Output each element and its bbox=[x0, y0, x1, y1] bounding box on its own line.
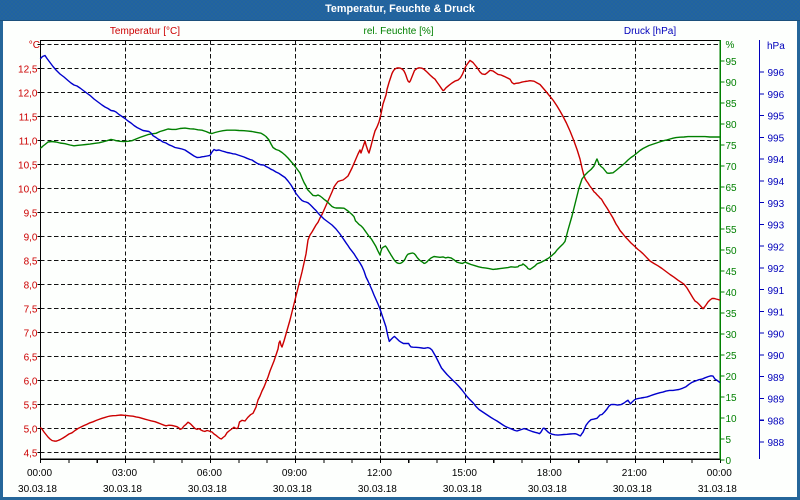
svg-text:992: 992 bbox=[768, 264, 785, 275]
svg-text:10,0: 10,0 bbox=[18, 185, 38, 196]
svg-text:990: 990 bbox=[768, 329, 785, 340]
svg-text:989: 989 bbox=[768, 395, 785, 406]
svg-text:30.03.18: 30.03.18 bbox=[188, 484, 227, 495]
svg-text:9,5: 9,5 bbox=[24, 209, 38, 220]
svg-text:50: 50 bbox=[726, 246, 738, 257]
svg-text:18:00: 18:00 bbox=[537, 468, 562, 479]
svg-text:6,0: 6,0 bbox=[24, 377, 38, 388]
svg-text:996: 996 bbox=[768, 68, 785, 79]
svg-text:30.03.18: 30.03.18 bbox=[613, 484, 652, 495]
svg-text:994: 994 bbox=[768, 155, 785, 166]
svg-text:12,0: 12,0 bbox=[18, 89, 38, 100]
svg-text:996: 996 bbox=[768, 90, 785, 101]
svg-text:%: % bbox=[726, 40, 735, 51]
svg-text:55: 55 bbox=[726, 225, 738, 236]
svg-text:31.03.18: 31.03.18 bbox=[698, 484, 737, 495]
svg-text:12,5: 12,5 bbox=[18, 65, 38, 76]
svg-text:30.03.18: 30.03.18 bbox=[358, 484, 397, 495]
svg-text:90: 90 bbox=[726, 78, 738, 89]
svg-text:Temperatur [°C]: Temperatur [°C] bbox=[110, 26, 180, 37]
svg-text:60: 60 bbox=[726, 204, 738, 215]
svg-text:12:00: 12:00 bbox=[367, 468, 392, 479]
svg-text:40: 40 bbox=[726, 288, 738, 299]
svg-text:7,0: 7,0 bbox=[24, 329, 38, 340]
svg-text:35: 35 bbox=[726, 309, 738, 320]
svg-text:°C: °C bbox=[29, 40, 40, 51]
svg-text:995: 995 bbox=[768, 134, 785, 145]
svg-text:65: 65 bbox=[726, 183, 738, 194]
svg-text:30: 30 bbox=[726, 330, 738, 341]
svg-text:9,0: 9,0 bbox=[24, 233, 38, 244]
svg-text:989: 989 bbox=[768, 373, 785, 384]
svg-text:70: 70 bbox=[726, 162, 738, 173]
svg-text:45: 45 bbox=[726, 267, 738, 278]
svg-text:988: 988 bbox=[768, 416, 785, 427]
svg-text:95: 95 bbox=[726, 57, 738, 68]
svg-text:988: 988 bbox=[768, 438, 785, 449]
svg-text:0: 0 bbox=[726, 456, 732, 467]
svg-text:991: 991 bbox=[768, 308, 785, 319]
svg-text:80: 80 bbox=[726, 120, 738, 131]
svg-text:20: 20 bbox=[726, 372, 738, 383]
svg-text:21:00: 21:00 bbox=[622, 468, 647, 479]
svg-text:30.03.18: 30.03.18 bbox=[528, 484, 567, 495]
svg-text:15:00: 15:00 bbox=[452, 468, 477, 479]
svg-text:rel. Feuchte [%]: rel. Feuchte [%] bbox=[363, 26, 433, 37]
svg-text:00:00: 00:00 bbox=[707, 468, 732, 479]
svg-text:993: 993 bbox=[768, 199, 785, 210]
svg-text:995: 995 bbox=[768, 112, 785, 123]
svg-text:5,5: 5,5 bbox=[24, 401, 38, 412]
svg-text:5: 5 bbox=[726, 435, 732, 446]
svg-text:8,5: 8,5 bbox=[24, 257, 38, 268]
svg-text:85: 85 bbox=[726, 99, 738, 110]
svg-text:5,0: 5,0 bbox=[24, 425, 38, 436]
svg-text:993: 993 bbox=[768, 221, 785, 232]
svg-text:8,0: 8,0 bbox=[24, 281, 38, 292]
svg-text:30.03.18: 30.03.18 bbox=[18, 484, 57, 495]
svg-text:992: 992 bbox=[768, 242, 785, 253]
svg-text:30.03.18: 30.03.18 bbox=[103, 484, 142, 495]
svg-text:06:00: 06:00 bbox=[197, 468, 222, 479]
svg-text:6,5: 6,5 bbox=[24, 353, 38, 364]
svg-text:Druck [hPa]: Druck [hPa] bbox=[624, 26, 676, 37]
svg-text:7,5: 7,5 bbox=[24, 305, 38, 316]
svg-text:994: 994 bbox=[768, 177, 785, 188]
svg-text:09:00: 09:00 bbox=[282, 468, 307, 479]
svg-text:25: 25 bbox=[726, 351, 738, 362]
svg-text:hPa: hPa bbox=[767, 41, 785, 52]
svg-text:991: 991 bbox=[768, 286, 785, 297]
svg-text:15: 15 bbox=[726, 393, 738, 404]
svg-text:11,5: 11,5 bbox=[19, 113, 38, 124]
svg-text:03:00: 03:00 bbox=[112, 468, 137, 479]
svg-text:990: 990 bbox=[768, 351, 785, 362]
svg-text:75: 75 bbox=[726, 141, 738, 152]
svg-text:10,5: 10,5 bbox=[18, 161, 38, 172]
svg-text:30.03.18: 30.03.18 bbox=[443, 484, 482, 495]
svg-text:00:00: 00:00 bbox=[27, 468, 52, 479]
svg-text:4,5: 4,5 bbox=[24, 449, 38, 460]
svg-text:11,0: 11,0 bbox=[19, 137, 38, 148]
svg-text:10: 10 bbox=[726, 414, 738, 425]
svg-text:30.03.18: 30.03.18 bbox=[273, 484, 312, 495]
